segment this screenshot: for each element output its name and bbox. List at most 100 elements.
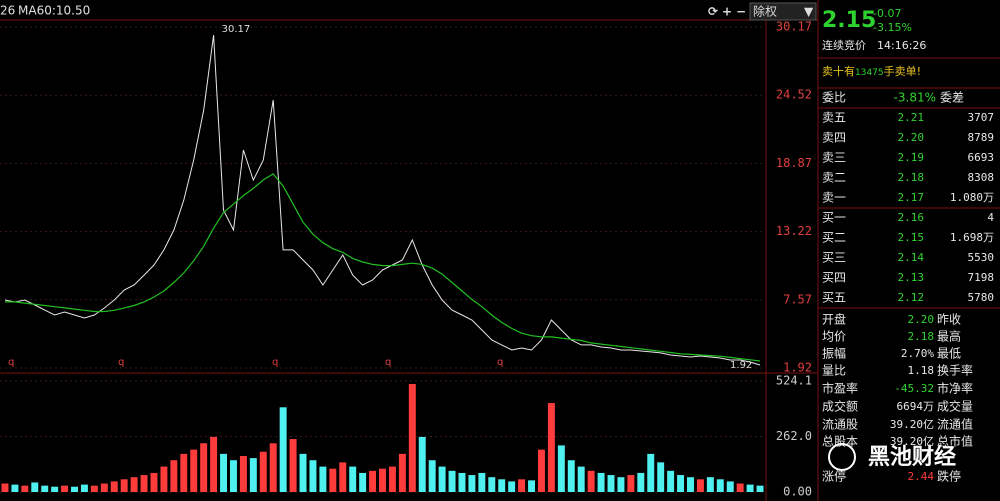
ratio-value: -3.81%	[894, 91, 936, 105]
stat-label: 流通值	[937, 417, 973, 432]
book-price: 2.13	[898, 271, 925, 284]
volume-bar	[687, 477, 694, 492]
last-price: 2.15	[822, 8, 876, 33]
notice-part: 13475	[855, 68, 884, 78]
volume-bar	[259, 451, 267, 492]
volume-bar	[408, 383, 416, 492]
watermark: 黑池财经	[868, 444, 956, 470]
y-tick-label: 7.57	[783, 292, 812, 306]
volume-bar	[696, 479, 704, 492]
book-price: 2.21	[898, 111, 925, 124]
book-price: 2.20	[898, 131, 925, 144]
event-marker: q	[497, 357, 503, 368]
volume-bar	[110, 481, 118, 492]
y-tick-label: 1.92	[783, 361, 812, 375]
volume-bar	[627, 475, 635, 492]
zoom-in[interactable]: +	[722, 5, 732, 19]
book-label: 买三	[822, 251, 846, 265]
book-label: 卖三	[822, 151, 846, 165]
stat-label: 成交量	[937, 399, 973, 414]
event-marker: q	[8, 357, 14, 368]
volume-bar	[100, 483, 108, 492]
stat-label: 成交额	[822, 399, 858, 414]
stat-label: 流通股	[822, 418, 858, 432]
book-volume: 1.698万	[950, 231, 994, 244]
book-volume: 8308	[968, 171, 995, 184]
book-price: 2.14	[898, 251, 925, 264]
ratio-label: 委差	[940, 91, 964, 105]
book-volume: 1.080万	[950, 191, 994, 204]
event-marker: q	[272, 357, 278, 368]
notice: 卖十有13475手卖单!	[822, 64, 921, 78]
volume-bar	[210, 436, 218, 492]
change-pct: -3.15%	[873, 21, 912, 34]
volume-bar	[349, 466, 357, 492]
volume-bar	[180, 453, 188, 492]
volume-bar	[577, 466, 585, 492]
book-label: 买五	[822, 291, 846, 305]
volume-tick-label: 262.0	[776, 429, 812, 443]
book-label: 卖一	[822, 191, 846, 205]
book-label: 卖二	[822, 171, 846, 185]
price-line	[4, 35, 761, 366]
status: 连续竞价	[822, 38, 866, 52]
stat-value: 6694万	[897, 400, 935, 413]
volume-bar	[388, 466, 396, 492]
book-label: 卖四	[822, 131, 846, 145]
volume-bar	[379, 468, 386, 492]
book-volume: 5780	[968, 291, 995, 304]
book-volume: 5530	[968, 251, 995, 264]
notice-part: 卖十有	[822, 64, 855, 78]
volume-tick-label: 0.00	[783, 485, 812, 499]
book-label: 买四	[822, 271, 846, 285]
volume-bar	[359, 472, 367, 492]
y-tick-label: 13.22	[776, 224, 812, 238]
stat-label: 涨停	[822, 469, 846, 484]
stat-label: 市盈率	[822, 381, 858, 396]
book-label: 买一	[822, 211, 846, 225]
volume-bar	[597, 472, 605, 492]
zoom-out[interactable]: −	[736, 5, 746, 19]
stat-label: 总市值	[937, 434, 973, 449]
volume-bar	[448, 470, 456, 492]
volume-bar	[557, 445, 565, 492]
volume-bar	[339, 462, 347, 492]
volume-bar	[438, 466, 446, 492]
stat-value: 2.18	[908, 330, 935, 343]
volume-bar	[547, 403, 555, 492]
volume-bar	[269, 443, 277, 492]
wechat-icon	[828, 443, 856, 471]
volume-bar	[398, 453, 406, 492]
volume-bar	[120, 479, 128, 492]
volume-bar	[1, 483, 9, 492]
stat-value: 2.20	[908, 313, 935, 326]
book-volume: 7198	[968, 271, 995, 284]
volume-bar	[518, 479, 526, 492]
volume-bar	[130, 477, 138, 492]
adjust-dropdown[interactable]	[749, 2, 817, 21]
stat-label: 量比	[822, 364, 846, 378]
book-price: 2.19	[898, 151, 925, 164]
time: 14:16:26	[877, 39, 926, 52]
volume-bar	[488, 477, 496, 492]
volume-bar	[726, 481, 734, 492]
adjust-label: 除权	[753, 4, 777, 19]
book-volume: 4	[987, 211, 994, 224]
volume-bar	[220, 453, 228, 492]
book-price: 2.17	[898, 191, 925, 204]
volume-bar	[478, 472, 486, 492]
volume-bar	[369, 470, 377, 492]
stat-label: 振幅	[822, 346, 846, 361]
ratio-label: 委比	[822, 91, 846, 105]
notice-part: 手卖单!	[884, 64, 921, 78]
volume-bar	[80, 484, 88, 492]
refresh-icon[interactable]: ⟳	[708, 5, 718, 19]
volume-bar	[11, 484, 19, 492]
stat-label: 最高	[937, 329, 961, 344]
stat-label: 最低	[937, 347, 961, 361]
volume-bar	[21, 485, 29, 492]
volume-bar	[71, 486, 78, 492]
y-tick-label: 30.17	[776, 20, 812, 34]
volume-bar	[249, 458, 257, 492]
